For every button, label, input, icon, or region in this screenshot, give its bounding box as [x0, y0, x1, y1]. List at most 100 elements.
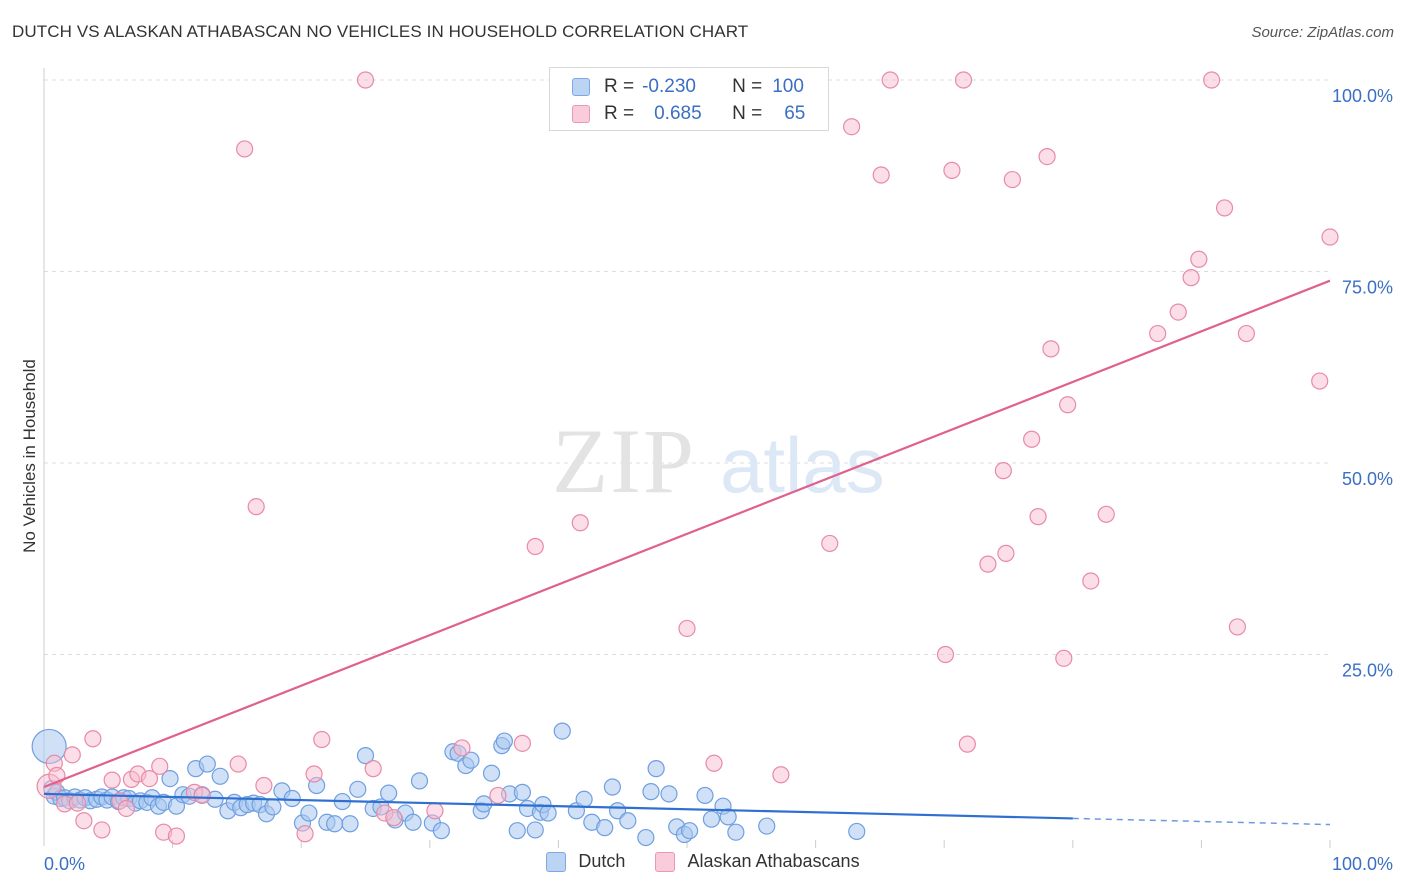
legend-item-alaskan[interactable]: Alaskan Athabascans: [655, 851, 860, 872]
watermark-zip: ZIP: [552, 410, 696, 512]
alaskan-point: [229, 755, 247, 773]
alaskan-point: [296, 825, 314, 843]
n-label: N =: [732, 103, 763, 124]
alaskan-point: [193, 786, 211, 805]
dutch-point: [410, 772, 429, 790]
dutch-point: [404, 813, 422, 831]
dutch-point: [161, 769, 179, 788]
alaskan-point: [75, 812, 93, 830]
dutch-point: [603, 778, 622, 796]
alaskan-point: [84, 730, 102, 748]
dutch-trend-line: [43, 792, 1073, 820]
alaskan-point: [489, 786, 507, 805]
alaskan-point: [1182, 269, 1200, 287]
r-value-alaskan: 0.685: [654, 103, 702, 124]
alaskan-point: [997, 544, 1015, 562]
dutch-point: [198, 755, 216, 773]
dutch-point: [575, 790, 593, 808]
dutch-point: [380, 784, 398, 802]
r-label: R =: [604, 103, 635, 124]
alaskan-point: [364, 760, 382, 778]
alaskan-point: [453, 739, 471, 757]
alaskan-point: [1042, 340, 1060, 358]
legend-item-dutch[interactable]: Dutch: [546, 851, 625, 872]
dutch-point: [264, 798, 282, 816]
legend-label-alaskan: Alaskan Athabascans: [687, 851, 860, 871]
dutch-point: [349, 780, 367, 798]
y-tick-label: 75.0%: [1342, 278, 1393, 298]
y-tick-label: 25.0%: [1342, 661, 1393, 681]
n-value-alaskan: 65: [784, 103, 806, 124]
watermark: ZIP atlas: [552, 410, 885, 512]
dutch-point: [696, 786, 714, 805]
alaskan-point: [954, 71, 973, 89]
legend-row-alaskan: R = 0.685 N = 65: [572, 102, 805, 126]
alaskan-point: [1190, 250, 1208, 268]
alaskan-point: [881, 71, 899, 89]
alaskan-point: [247, 498, 265, 516]
alaskan-point: [1203, 71, 1221, 89]
source-credit: Source: ZipAtlas.com: [1251, 24, 1394, 41]
dutch-point: [462, 751, 480, 769]
dutch-point: [848, 822, 866, 841]
alaskan-trend-line: [43, 279, 1331, 789]
dutch-point: [283, 789, 301, 808]
alaskan-point: [943, 161, 961, 179]
alaskan-point: [151, 757, 169, 775]
alaskan-point: [705, 754, 723, 772]
legend-row-dutch: R = -0.230 N = 100: [572, 75, 804, 99]
dutch-point: [526, 821, 544, 839]
y-tick-label: 100.0%: [1332, 86, 1393, 106]
trend-lines: [43, 279, 1331, 826]
dutch-point: [680, 822, 699, 840]
alaskan-point: [994, 462, 1012, 480]
dutch-point: [513, 783, 531, 801]
alaskan-point: [356, 71, 375, 89]
dutch-point: [539, 804, 557, 822]
alaskan-point: [313, 730, 331, 749]
correlation-legend: R = -0.230 N = 100 R = 0.685 N = 65: [549, 67, 829, 131]
dutch-point: [300, 804, 318, 822]
r-label: R =: [604, 76, 635, 97]
n-value-dutch: 100: [772, 76, 804, 97]
alaskan-point: [1237, 324, 1256, 343]
n-label: N =: [732, 76, 763, 97]
dutch-legend-swatch: [546, 851, 567, 872]
alaskan-point: [140, 769, 159, 788]
alaskan-point: [1215, 199, 1234, 217]
dutch-point: [508, 822, 526, 840]
alaskan-points: [36, 71, 1339, 845]
alaskan-point: [305, 765, 323, 783]
alaskan-point: [821, 534, 839, 553]
alaskan-point: [1059, 396, 1077, 414]
alaskan-swatch: [572, 105, 590, 123]
dutch-point: [619, 812, 637, 830]
alaskan-point: [1228, 618, 1247, 636]
alaskan-point: [1055, 649, 1073, 667]
alaskan-point: [1321, 228, 1339, 246]
chart-title: DUTCH VS ALASKAN ATHABASCAN NO VEHICLES …: [12, 22, 749, 41]
alaskan-point: [167, 827, 186, 845]
dutch-point: [596, 819, 614, 837]
alaskan-point: [385, 809, 403, 827]
alaskan-point: [255, 776, 273, 795]
dutch-point: [356, 747, 375, 765]
dutch-trend-extension: [1072, 817, 1331, 826]
alaskan-point: [772, 766, 790, 784]
y-tick-label: 50.0%: [1342, 469, 1393, 489]
dutch-swatch: [572, 78, 590, 96]
y-axis-title: No Vehicles in Household: [20, 359, 39, 553]
dutch-point: [637, 828, 655, 847]
alaskan-point: [1097, 505, 1115, 523]
r-value-dutch: -0.230: [642, 76, 696, 97]
alaskan-point: [1149, 324, 1167, 343]
alaskan-point: [63, 746, 81, 764]
y-tick-labels: 25.0% 50.0% 75.0% 100.0%: [1332, 86, 1393, 681]
dutch-point: [326, 815, 344, 833]
dutch-point: [432, 822, 450, 840]
alaskan-legend-swatch: [655, 851, 676, 872]
x-tick-label: 100.0%: [1332, 854, 1393, 874]
alaskan-point: [117, 799, 135, 818]
dutch-point: [719, 808, 737, 826]
alaskan-point: [872, 166, 890, 184]
